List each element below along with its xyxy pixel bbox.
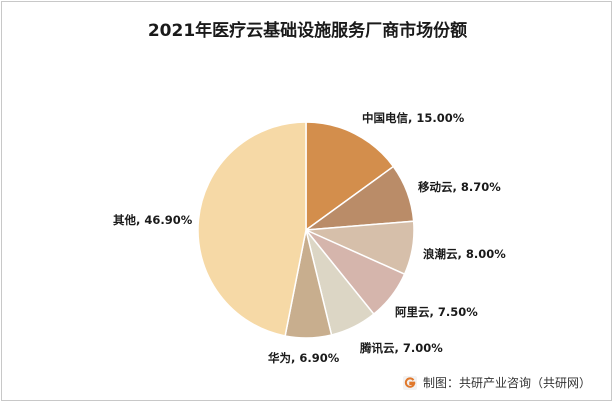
source-note: 制图：共研产业咨询（共研网） xyxy=(403,374,591,391)
pie-slice-1 xyxy=(305,121,395,232)
pie-slice-7 xyxy=(197,121,307,337)
gongyan-logo-icon xyxy=(403,375,417,390)
chart-title: 2021年医疗云基础设施服务厂商市场份额 xyxy=(147,21,468,41)
pie-label-3: 浪潮云, 8.00% xyxy=(423,247,506,261)
pie-label-7: 其他, 46.90% xyxy=(113,213,193,227)
pie-label-4: 阿里云, 7.50% xyxy=(395,305,478,319)
pie-label-2: 移动云, 8.70% xyxy=(418,180,501,194)
pie-slices xyxy=(197,121,415,339)
pie-labels: 中国电信, 15.00% 移动云, 8.70% 浪潮云, 8.00% 阿里云, 7.5… xyxy=(113,111,506,365)
pie-label-6: 华为, 6.90% xyxy=(268,351,340,365)
pie-label-1: 中国电信, 15.00% xyxy=(362,111,465,125)
pie-label-5: 腾讯云, 7.00% xyxy=(360,341,443,355)
source-text: 制图：共研产业咨询（共研网） xyxy=(423,376,592,390)
